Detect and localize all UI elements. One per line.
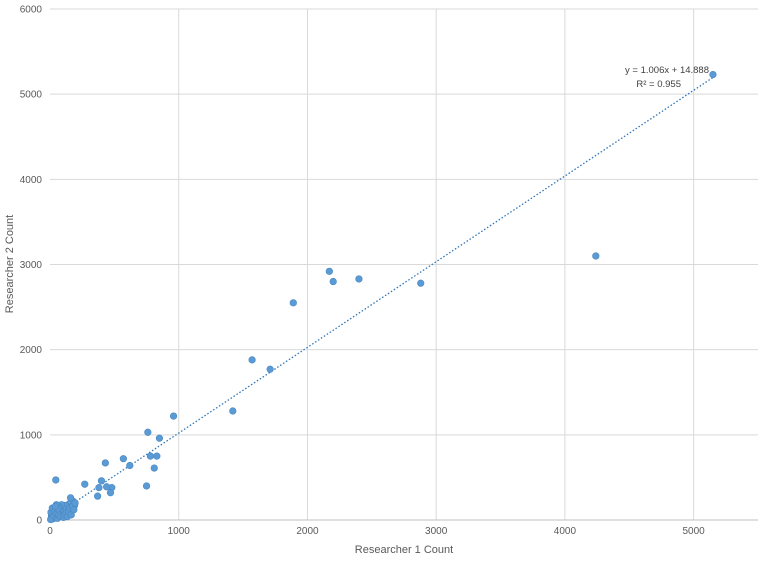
y-tick-label: 1000	[20, 430, 43, 441]
data-point	[266, 365, 274, 373]
data-point	[70, 506, 78, 514]
data-point	[709, 70, 717, 79]
data-point	[103, 483, 111, 491]
y-tick-label: 3000	[20, 260, 43, 271]
x-tick-label: 2000	[296, 526, 319, 537]
data-point	[355, 275, 363, 283]
y-tick-label: 5000	[20, 90, 43, 101]
x-tick-label: 5000	[683, 526, 706, 537]
y-tick-label: 2000	[20, 345, 43, 356]
data-point	[229, 407, 237, 415]
data-point	[51, 502, 60, 510]
data-point	[71, 499, 79, 507]
data-point	[146, 452, 155, 460]
data-point	[153, 452, 161, 460]
data-point	[592, 252, 600, 260]
data-point	[126, 461, 134, 470]
data-point	[155, 434, 164, 442]
data-point	[325, 267, 333, 275]
data-point	[95, 484, 103, 492]
data-point	[106, 489, 115, 497]
data-point	[142, 482, 151, 490]
y-tick-label: 0	[36, 516, 42, 527]
data-point	[101, 459, 109, 467]
data-point	[248, 356, 256, 364]
data-point	[119, 455, 127, 463]
gridlines	[50, 8, 758, 521]
y-axis-ticks: 0 1000 2000 3000 4000 5000 6000	[20, 5, 43, 527]
data-point	[150, 464, 158, 472]
y-axis-title: Researcher 2 Count	[4, 215, 16, 313]
data-point	[97, 477, 106, 485]
data-point	[329, 277, 337, 286]
data-point	[169, 412, 178, 420]
x-axis-title: Researcher 1 Count	[355, 544, 453, 556]
data-point	[417, 279, 425, 287]
data-point	[289, 299, 297, 307]
y-tick-label: 6000	[20, 5, 43, 16]
data-point	[144, 428, 152, 436]
data-point	[52, 476, 60, 484]
x-axis-ticks: 0 1000 2000 3000 4000 5000	[47, 526, 705, 537]
x-tick-label: 1000	[168, 526, 191, 537]
data-points	[47, 70, 717, 524]
data-point	[94, 492, 102, 500]
trendline-r2: R² = 0.955	[636, 79, 681, 90]
data-point	[81, 480, 89, 488]
x-tick-label: 4000	[554, 526, 577, 537]
trendline-equation: y = 1.006x + 14.888	[625, 65, 709, 76]
x-tick-label: 0	[47, 526, 53, 537]
y-tick-label: 4000	[20, 175, 43, 186]
x-tick-label: 3000	[425, 526, 448, 537]
